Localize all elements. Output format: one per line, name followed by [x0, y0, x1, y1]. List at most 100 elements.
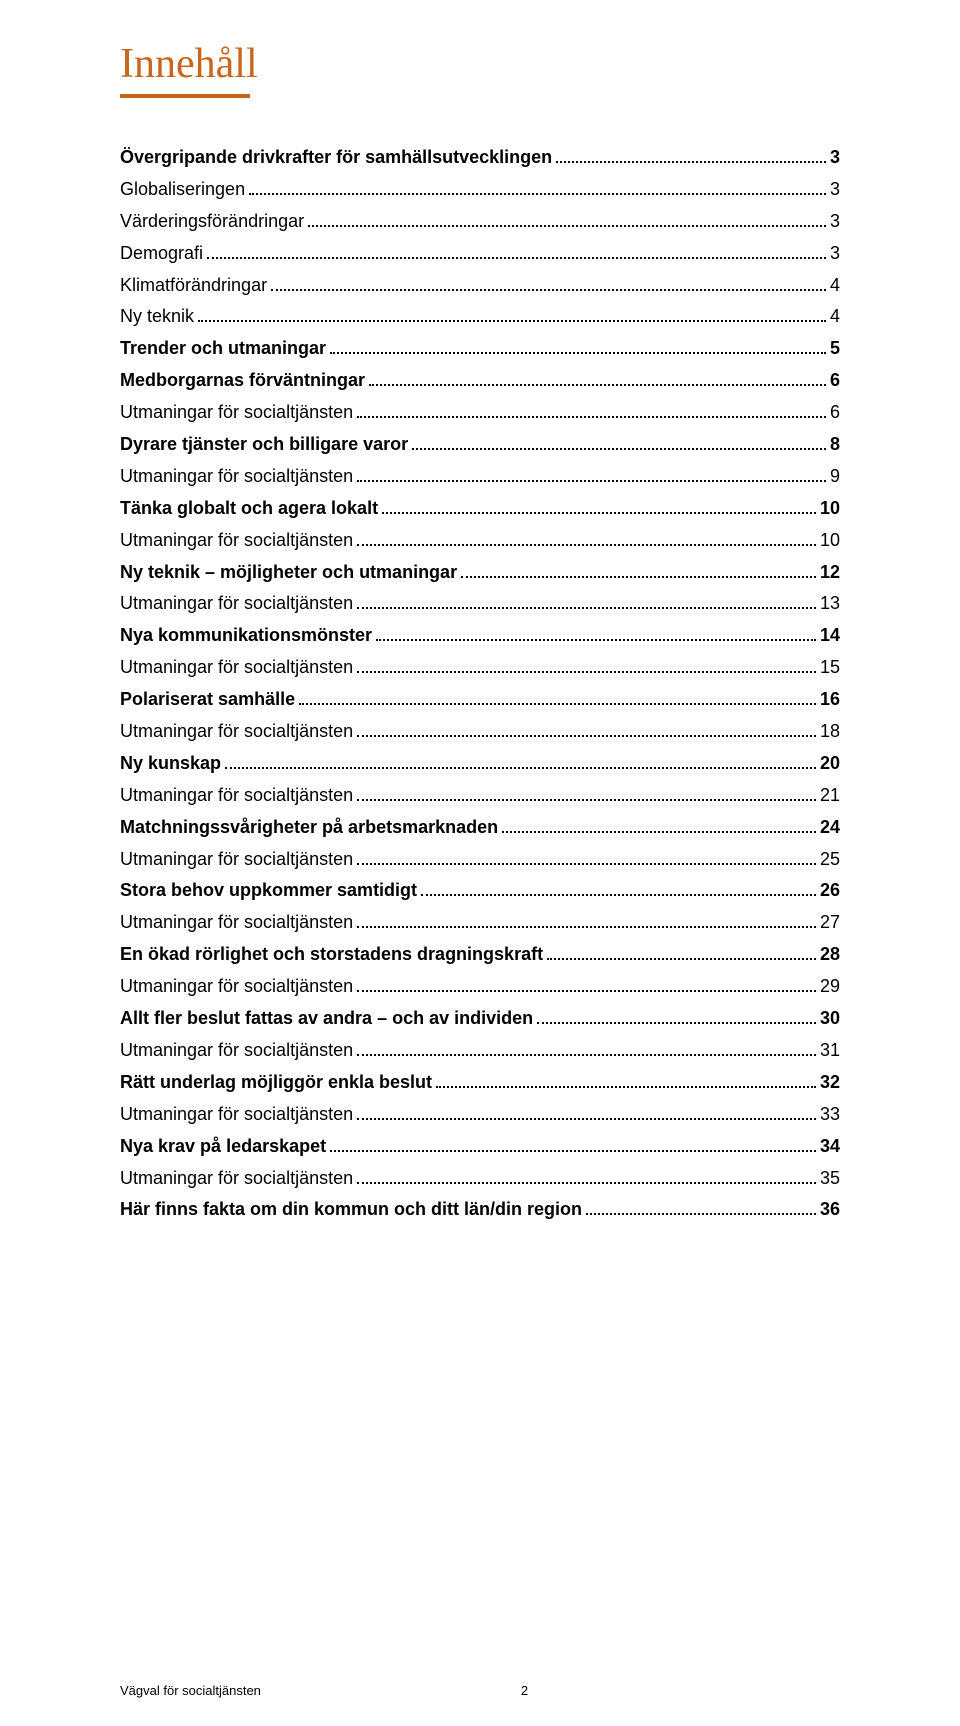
toc-entry[interactable]: Utmaningar för socialtjänsten 18 — [120, 718, 840, 746]
toc-entry-text: Dyrare tjänster och billigare varor — [120, 431, 408, 459]
toc-leader-dots — [357, 1104, 816, 1119]
toc-entry-text: Här finns fakta om din kommun och ditt l… — [120, 1196, 582, 1224]
toc-entry[interactable]: Utmaningar för socialtjänsten9 — [120, 463, 840, 491]
page-title: Innehåll — [120, 40, 840, 88]
toc-entry[interactable]: Stora behov uppkommer samtidigt 26 — [120, 877, 840, 905]
toc-entry-text: Ny teknik – möjligheter och utmaningar — [120, 559, 457, 587]
toc-entry-text: En ökad rörlighet och storstadens dragni… — [120, 941, 543, 969]
toc-leader-dots — [357, 1041, 816, 1056]
toc-leader-dots — [357, 786, 816, 801]
toc-leader-dots — [357, 530, 816, 545]
toc-entry[interactable]: Polariserat samhälle 16 — [120, 686, 840, 714]
toc-entry[interactable]: Utmaningar för socialtjänsten33 — [120, 1101, 840, 1129]
toc-entry-page: 13 — [820, 590, 840, 618]
toc-entry-page: 25 — [820, 846, 840, 874]
toc-entry[interactable]: Utmaningar för socialtjänsten25 — [120, 846, 840, 874]
toc-entry-text: Utmaningar för socialtjänsten — [120, 909, 353, 937]
toc-entry-text: Rätt underlag möjliggör enkla beslut — [120, 1069, 432, 1097]
toc-entry-text: Utmaningar för socialtjänsten — [120, 1037, 353, 1065]
toc-entry[interactable]: Värderingsförändringar 3 — [120, 208, 840, 236]
toc-entry-text: Globaliseringen — [120, 176, 245, 204]
toc-entry[interactable]: Utmaningar för socialtjänsten35 — [120, 1165, 840, 1193]
toc-entry[interactable]: Utmaningar för socialtjänsten29 — [120, 973, 840, 1001]
toc-entry-page: 30 — [820, 1005, 840, 1033]
toc-entry-page: 20 — [820, 750, 840, 778]
toc-entry[interactable]: Nya krav på ledarskapet34 — [120, 1133, 840, 1161]
toc-entry[interactable]: Dyrare tjänster och billigare varor 8 — [120, 431, 840, 459]
toc-entry[interactable]: Trender och utmaningar5 — [120, 335, 840, 363]
toc-leader-dots — [502, 817, 816, 832]
toc-entry[interactable]: Nya kommunikationsmönster14 — [120, 622, 840, 650]
toc-entry-page: 21 — [820, 782, 840, 810]
toc-entry-page: 28 — [820, 941, 840, 969]
toc-leader-dots — [207, 243, 826, 258]
toc-entry-page: 16 — [820, 686, 840, 714]
toc-entry-page: 4 — [830, 272, 840, 300]
toc-leader-dots — [198, 307, 826, 322]
toc-entry[interactable]: Rätt underlag möjliggör enkla beslut 32 — [120, 1069, 840, 1097]
toc-entry[interactable]: Matchningssvårigheter på arbetsmarknaden… — [120, 814, 840, 842]
toc-entry[interactable]: Utmaningar för socialtjänsten31 — [120, 1037, 840, 1065]
toc-leader-dots — [369, 371, 826, 386]
toc-entry[interactable]: Utmaningar för socialtjänsten 21 — [120, 782, 840, 810]
toc-entry-page: 34 — [820, 1133, 840, 1161]
toc-leader-dots — [412, 435, 826, 450]
toc-entry-text: Utmaningar för socialtjänsten — [120, 527, 353, 555]
toc-entry-text: Utmaningar för socialtjänsten — [120, 1101, 353, 1129]
toc-leader-dots — [271, 275, 826, 290]
toc-leader-dots — [357, 913, 816, 928]
toc-entry[interactable]: Utmaningar för socialtjänsten 10 — [120, 527, 840, 555]
toc-entry-page: 10 — [820, 527, 840, 555]
toc-entry[interactable]: Ny teknik – möjligheter och utmaningar12 — [120, 559, 840, 587]
toc-entry[interactable]: Utmaningar för socialtjänsten13 — [120, 590, 840, 618]
toc-entry[interactable]: Utmaningar för socialtjänsten15 — [120, 654, 840, 682]
toc-entry-page: 4 — [830, 303, 840, 331]
toc-entry[interactable]: Tänka globalt och agera lokalt10 — [120, 495, 840, 523]
toc-entry-text: Matchningssvårigheter på arbetsmarknaden — [120, 814, 498, 842]
toc-entry[interactable]: Övergripande drivkrafter för samhällsutv… — [120, 144, 840, 172]
toc-entry[interactable]: Medborgarnas förväntningar6 — [120, 367, 840, 395]
title-underline — [120, 94, 250, 98]
page-footer: Vägval för socialtjänsten 2 — [120, 1683, 840, 1698]
toc-entry-page: 15 — [820, 654, 840, 682]
toc-entry-page: 18 — [820, 718, 840, 746]
toc-entry[interactable]: Utmaningar för socialtjänsten6 — [120, 399, 840, 427]
toc-entry-text: Utmaningar för socialtjänsten — [120, 463, 353, 491]
toc-leader-dots — [330, 1136, 816, 1151]
toc-entry-text: Övergripande drivkrafter för samhällsutv… — [120, 144, 552, 172]
toc-entry-page: 29 — [820, 973, 840, 1001]
toc-leader-dots — [357, 594, 816, 609]
toc-entry[interactable]: Allt fler beslut fattas av andra – och a… — [120, 1005, 840, 1033]
toc-entry[interactable]: Utmaningar för socialtjänsten27 — [120, 909, 840, 937]
toc-entry-page: 14 — [820, 622, 840, 650]
toc-entry[interactable]: Här finns fakta om din kommun och ditt l… — [120, 1196, 840, 1224]
toc-leader-dots — [249, 180, 826, 195]
toc-leader-dots — [299, 690, 816, 705]
toc-entry[interactable]: Globaliseringen 3 — [120, 176, 840, 204]
toc-leader-dots — [357, 849, 816, 864]
toc-entry-text: Stora behov uppkommer samtidigt — [120, 877, 417, 905]
toc-entry-text: Utmaningar för socialtjänsten — [120, 782, 353, 810]
toc-entry-text: Utmaningar för socialtjänsten — [120, 718, 353, 746]
toc-entry-text: Polariserat samhälle — [120, 686, 295, 714]
toc-leader-dots — [436, 1073, 816, 1088]
toc-entry-page: 3 — [830, 208, 840, 236]
toc-entry-page: 32 — [820, 1069, 840, 1097]
toc-leader-dots — [357, 658, 816, 673]
toc-leader-dots — [547, 945, 816, 960]
toc-entry[interactable]: Ny teknik4 — [120, 303, 840, 331]
toc-entry-page: 6 — [830, 399, 840, 427]
toc-entry-page: 3 — [830, 176, 840, 204]
toc-leader-dots — [357, 467, 826, 482]
toc-entry[interactable]: En ökad rörlighet och storstadens dragni… — [120, 941, 840, 969]
toc-entry[interactable]: Ny kunskap20 — [120, 750, 840, 778]
toc-leader-dots — [376, 626, 816, 641]
toc-leader-dots — [382, 499, 816, 514]
toc-entry-text: Värderingsförändringar — [120, 208, 304, 236]
toc-entry[interactable]: Klimatförändringar4 — [120, 272, 840, 300]
toc-entry-page: 26 — [820, 877, 840, 905]
toc-entry-page: 35 — [820, 1165, 840, 1193]
toc-entry[interactable]: Demografi3 — [120, 240, 840, 268]
toc-entry-page: 6 — [830, 367, 840, 395]
toc-entry-page: 8 — [830, 431, 840, 459]
